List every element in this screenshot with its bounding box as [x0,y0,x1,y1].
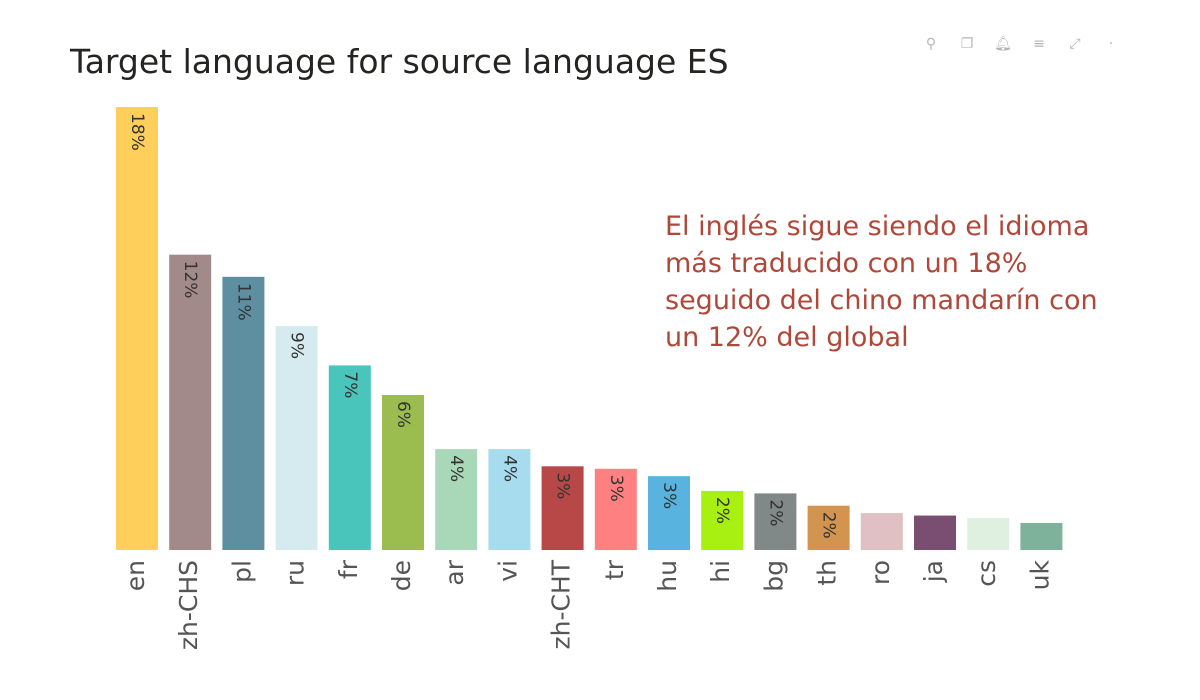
annotation-text: El inglés sigue siendo el idioma más tra… [665,211,1098,353]
bar-de[interactable] [382,394,424,550]
x-tick-label: hu [653,560,682,592]
bar-th[interactable] [807,505,850,550]
x-tick-label: hi [706,560,735,583]
data-label: 12% [180,261,200,299]
x-tick-label: tr [600,559,629,580]
data-label: 2% [712,497,732,524]
chart-title: Target language for source language ES [70,42,729,81]
x-tick-label: zh-CHS [174,560,203,650]
data-label: 6% [393,401,413,428]
x-tick-label: ja [919,560,948,583]
data-label: 7% [340,371,360,398]
x-tick-label: en [121,560,150,591]
bar-zh-CHS[interactable] [169,254,212,550]
bar-uk[interactable] [1020,522,1063,550]
data-label: 18% [127,113,147,151]
x-tick-label: vi [493,560,522,582]
bar-en[interactable] [116,107,158,550]
bar-zh-CHT[interactable] [541,466,584,550]
visual-header-toolbar: ⚲ ❐ 🔔︎ ≡ ⤢ · [920,36,1122,52]
x-tick-label: ar [440,559,469,585]
bar-cs[interactable] [967,518,1010,550]
bar-bg[interactable] [754,493,797,550]
bar-pl[interactable] [222,276,265,550]
bar-hi[interactable] [701,490,744,550]
more-options-icon[interactable]: · [1108,36,1114,52]
x-tick-label: ro [866,560,895,585]
bar-ro[interactable] [860,513,903,550]
x-tick-label: zh-CHT [547,559,576,649]
x-tick-label: th [813,560,842,586]
bar-ar[interactable] [435,449,478,550]
bar-ru[interactable] [275,326,318,550]
data-label: 3% [659,482,679,509]
x-tick-label: de [387,560,416,591]
filter-icon[interactable]: ≡ [1033,36,1045,52]
bar-hu[interactable] [648,476,690,550]
bar-tr[interactable] [594,468,637,550]
data-label: 3% [606,475,626,502]
bar-vi[interactable] [488,449,531,550]
copy-icon[interactable]: ❐ [960,36,974,52]
bell-icon[interactable]: 🔔︎ [994,36,1012,52]
data-label: 9% [287,332,307,359]
x-tick-label: ru [281,560,310,586]
bar-fr[interactable] [328,365,371,550]
data-label: 11% [233,283,253,321]
x-tick-label: uk [1025,559,1054,590]
data-label: 4% [446,455,466,482]
focus-mode-icon[interactable]: ⤢ [1069,36,1081,52]
data-label: 2% [765,499,785,526]
data-label: 4% [499,455,519,482]
x-tick-label: cs [972,560,1001,587]
pin-icon[interactable]: ⚲ [925,36,937,52]
x-tick-label: bg [759,560,788,592]
x-tick-label: pl [227,560,256,583]
data-label: 2% [819,512,839,539]
x-tick-label: fr [334,559,363,579]
data-label: 3% [553,472,573,499]
bar-ja[interactable] [914,515,956,550]
